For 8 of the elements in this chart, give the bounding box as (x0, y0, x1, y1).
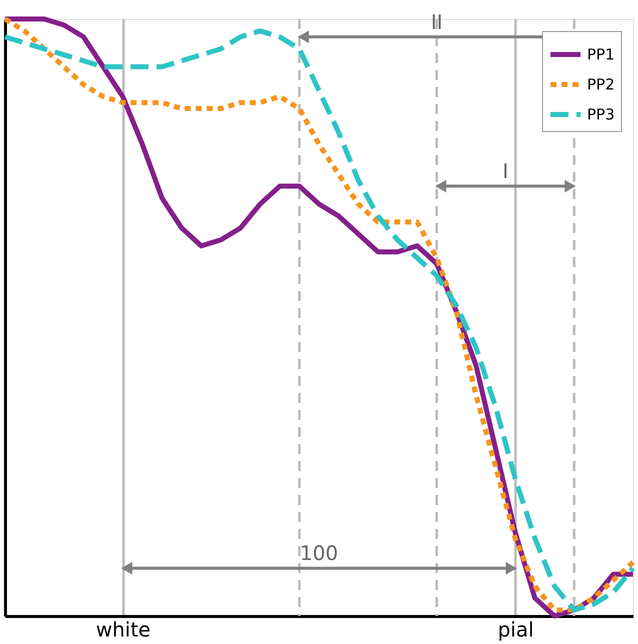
annotation: II (430, 10, 443, 34)
x-tick-label: pial (498, 618, 534, 642)
legend-label: PP2 (587, 76, 615, 94)
annotation: I (502, 159, 508, 184)
annotation: 100 (300, 541, 338, 566)
legend-label: PP3 (587, 106, 615, 124)
legend-label: PP1 (587, 46, 615, 64)
x-tick-label: white (96, 618, 151, 642)
